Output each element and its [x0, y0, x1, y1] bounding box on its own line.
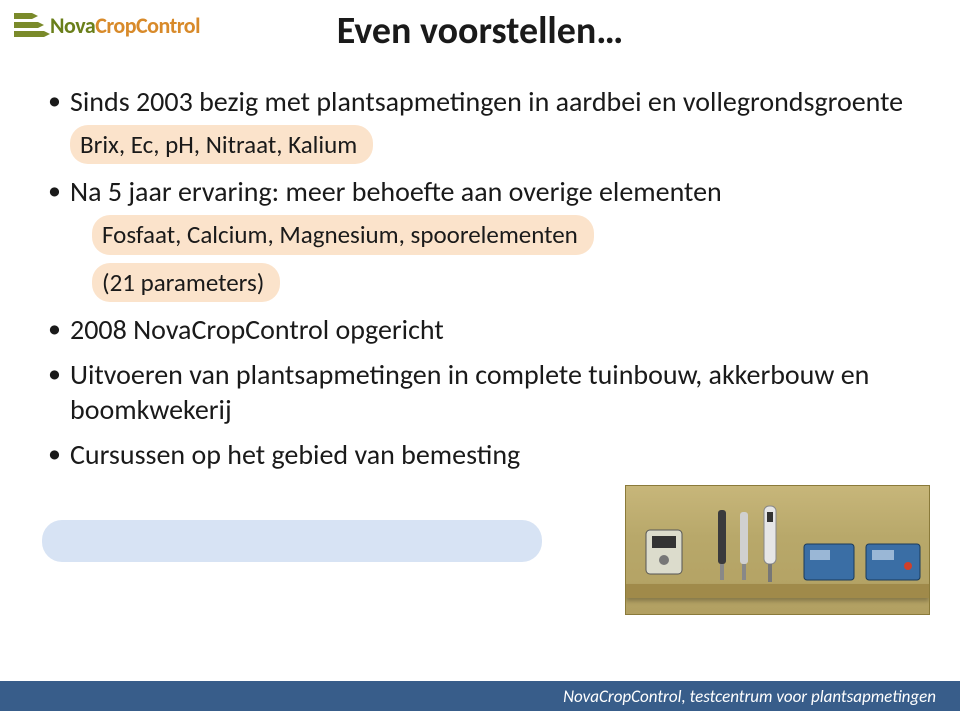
bullet-item: Na 5 jaar ervaring: meer behoefte aan ov…	[42, 174, 922, 302]
bullet-sub: Brix, Ec, pH, Nitraat, Kalium	[70, 125, 922, 164]
shelf-icon	[626, 584, 929, 598]
empty-highlight-pill	[42, 520, 542, 562]
bullet-item: Cursussen op het gebied van bemesting	[42, 437, 922, 472]
highlight-pill: Brix, Ec, pH, Nitraat, Kalium	[70, 125, 373, 164]
probe-pen-icon	[760, 502, 780, 584]
bullet-list: Sinds 2003 bezig met plantsapmetingen in…	[42, 84, 922, 472]
probe-pen-icon	[736, 504, 752, 584]
content-area: Sinds 2003 bezig met plantsapmetingen in…	[42, 84, 922, 482]
bullet-text: Na 5 jaar ervaring: meer behoefte aan ov…	[70, 174, 722, 209]
bullet-text: Uitvoeren van plantsapmetingen in comple…	[70, 357, 869, 427]
bullet-item: 2008 NovaCropControl opgericht	[42, 312, 922, 347]
footer-bar: NovaCropControl, testcentrum voor plants…	[0, 681, 960, 711]
bullet-sub2: (21 parameters)	[92, 263, 922, 302]
probe-pen-icon	[714, 504, 730, 584]
footer-text: NovaCropControl, testcentrum voor plants…	[563, 686, 936, 707]
instruments-photo	[625, 485, 930, 615]
bullet-text: Sinds 2003 bezig met plantsapmetingen in…	[70, 84, 903, 119]
highlight-pill: (21 parameters)	[92, 263, 280, 302]
bullet-item: Sinds 2003 bezig met plantsapmetingen in…	[42, 84, 922, 164]
bullet-sub: Fosfaat, Calcium, Magnesium, spoorelemen…	[92, 215, 922, 254]
meter-device-icon	[640, 520, 688, 584]
blue-box-icon	[802, 538, 856, 584]
slide-root: NovaCropControl Even voorstellen… Sinds …	[0, 0, 960, 711]
bullet-text: Cursussen op het gebied van bemesting	[70, 437, 520, 472]
bullet-item: Uitvoeren van plantsapmetingen in comple…	[42, 357, 922, 427]
blue-box-icon	[864, 538, 922, 584]
highlight-pill: Fosfaat, Calcium, Magnesium, spoorelemen…	[92, 215, 594, 254]
slide-title: Even voorstellen…	[0, 8, 960, 54]
bullet-text: 2008 NovaCropControl opgericht	[70, 312, 444, 347]
